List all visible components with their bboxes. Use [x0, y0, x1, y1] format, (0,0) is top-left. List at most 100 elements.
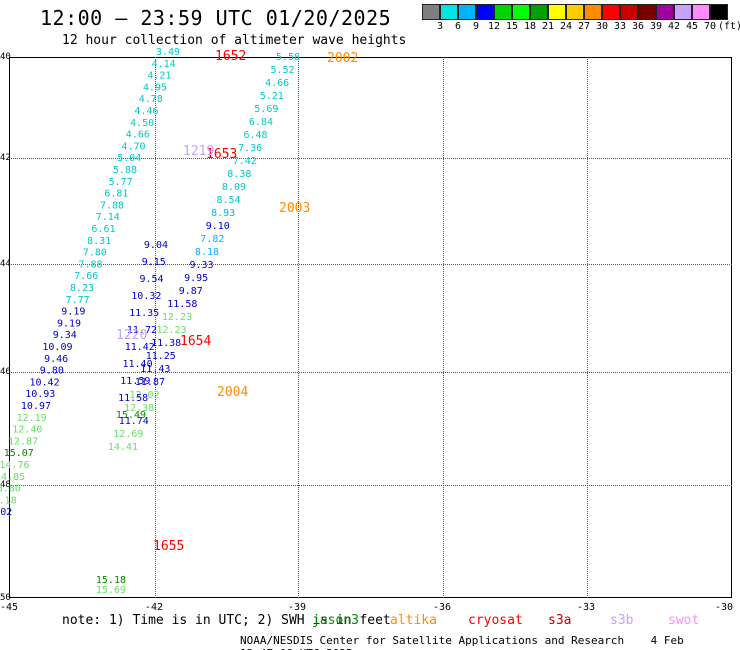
wave-height-value: 9.87 — [179, 286, 203, 297]
gridline-lon--39 — [298, 57, 299, 598]
scale-label: 36 — [631, 21, 645, 32]
scale-label: 24 — [559, 21, 573, 32]
wave-height-value: 11.74 — [119, 416, 149, 427]
gridline-lat-46 — [9, 372, 732, 373]
wave-height-value: 15.07 — [4, 448, 34, 459]
track-time-label: 1653 — [206, 147, 237, 162]
lat-label-48: 48 — [0, 480, 11, 490]
scale-label: 30 — [595, 21, 609, 32]
wave-height-value: 10.93 — [25, 389, 55, 400]
lon-label--30: -30 — [715, 602, 734, 613]
wave-height-value: 8.09 — [222, 182, 246, 193]
credit-line: NOAA/NESDIS Center for Satellite Applica… — [240, 634, 740, 650]
wave-height-value: 6.81 — [104, 189, 128, 200]
scale-label: 12 — [487, 21, 501, 32]
map-title: 12:00 – 23:59 UTC 01/20/2025 — [40, 6, 392, 30]
credit-text: NOAA/NESDIS Center for Satellite Applica… — [240, 634, 625, 647]
wave-height-value: 6.61 — [91, 224, 115, 235]
wave-height-value: 9.54 — [140, 274, 164, 285]
scale-swatch — [512, 4, 530, 20]
wave-height-value: 8.54 — [217, 195, 241, 206]
wave-height-value: 11.58 — [167, 299, 197, 310]
scale-swatch — [638, 4, 656, 20]
wave-height-value: 11.40 — [122, 359, 152, 370]
gridline-lon--36 — [443, 57, 444, 598]
scale-swatch — [548, 4, 566, 20]
lon-label--42: -42 — [145, 602, 164, 613]
wave-height-value: 9.04 — [144, 240, 168, 251]
wave-height-value: 11.42 — [125, 342, 155, 353]
scale-label: 21 — [541, 21, 555, 32]
lat-label-46: 46 — [0, 367, 11, 377]
map-subtitle: 12 hour collection of altimeter wave hei… — [62, 33, 407, 48]
wave-height-value: 4.70 — [122, 141, 146, 152]
scale-unit: (ft) — [718, 21, 740, 32]
wave-height-value: 14.76 — [0, 460, 30, 471]
scale-swatch — [440, 4, 458, 20]
lon-label--36: -36 — [433, 602, 452, 613]
wave-height-value: 9.34 — [53, 330, 77, 341]
map-frame — [9, 57, 732, 598]
wave-height-value: 11.43 — [140, 364, 170, 375]
wave-height-value: 11.35 — [129, 308, 159, 319]
scale-swatch — [422, 4, 440, 20]
wave-height-value: 11.58 — [118, 393, 148, 404]
wave-height-value: 10.42 — [29, 377, 59, 388]
wave-height-value: 4.50 — [130, 118, 154, 129]
scale-swatch — [620, 4, 638, 20]
wave-height-value: 4.78 — [139, 94, 163, 105]
scale-swatch — [674, 4, 692, 20]
wave-height-value: 3.49 — [156, 47, 180, 58]
lat-label-44: 44 — [0, 259, 11, 269]
wave-height-value: 9.15 — [142, 257, 166, 268]
track-time-label: 1652 — [215, 49, 246, 64]
scale-label: 39 — [649, 21, 663, 32]
satellite-altika: altika — [390, 613, 437, 628]
wave-height-value: 15.18 — [96, 575, 126, 586]
wave-height-value: 14.85 — [0, 472, 25, 483]
wave-height-value: 12.23 — [156, 325, 186, 336]
track-time-label: 1655 — [153, 539, 184, 554]
wave-height-value: 9.19 — [57, 318, 81, 329]
wave-height-value: 8.93 — [211, 208, 235, 219]
satellite-jason3: jason3 — [312, 613, 359, 628]
track-time-label: 1220 — [116, 328, 147, 343]
wave-height-value: 12.69 — [113, 429, 143, 440]
wave-height-value: 6.48 — [244, 130, 268, 141]
track-time-label: 2004 — [217, 385, 248, 400]
wave-height-value: 11.72 — [127, 325, 157, 336]
satellite-cryosat: cryosat — [468, 613, 523, 628]
wave-height-value: 9.80 — [40, 366, 64, 377]
wave-height-value: 7.66 — [74, 271, 98, 282]
wave-height-value: 11.38 — [151, 338, 181, 349]
scale-swatch — [458, 4, 476, 20]
wave-height-value: 13.18 — [0, 495, 17, 506]
scale-label: 3 — [436, 21, 444, 32]
wave-height-value: 14.41 — [108, 442, 138, 453]
lat-label-42: 42 — [0, 153, 11, 163]
gridline-lat-48 — [9, 485, 732, 486]
gridline-lon--33 — [587, 57, 588, 598]
wave-height-value: 5.52 — [271, 65, 295, 76]
wave-height-value: 5.88 — [113, 165, 137, 176]
gridline-lat-44 — [9, 264, 732, 265]
wave-height-value: 8.23 — [70, 283, 94, 294]
wave-height-value: 7.14 — [96, 212, 120, 223]
scale-swatch — [656, 4, 674, 20]
scale-swatch — [530, 4, 548, 20]
wave-height-value: 15.49 — [116, 410, 146, 421]
wave-height-value: 10.32 — [131, 291, 161, 302]
wave-height-value: 4.46 — [134, 106, 158, 117]
timestamp: 4 Feb 13:47:08 UTC 2025 — [240, 634, 684, 650]
wave-height-value: 9.02 — [0, 507, 12, 518]
scale-swatch — [692, 4, 710, 20]
wave-height-value: 4.66 — [265, 78, 289, 89]
wave-height-value: 11.25 — [146, 351, 176, 362]
wave-height-value: 4.95 — [143, 82, 167, 93]
scale-label: 15 — [505, 21, 519, 32]
wave-height-value: 9.95 — [184, 273, 208, 284]
wave-height-value: 11.59 — [120, 376, 150, 387]
wave-height-value: 9.46 — [44, 354, 68, 365]
